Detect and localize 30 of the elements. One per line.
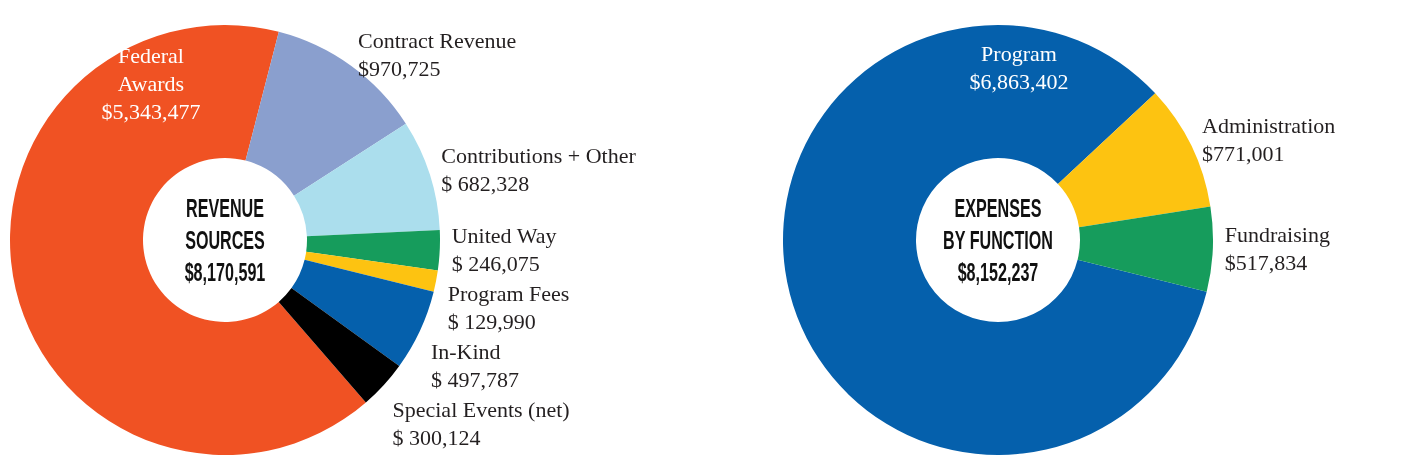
data-label: $ 497,787 xyxy=(430,366,519,392)
text: REVENUE SOURCES xyxy=(184,192,266,256)
data-label: $5,343,477 xyxy=(101,98,201,124)
slice-label: Program Fees xyxy=(447,280,570,306)
donut-slice xyxy=(278,288,400,403)
slice-label: Contributions + Other xyxy=(441,143,637,168)
donut-slice xyxy=(306,230,440,271)
data-label: $970,725 xyxy=(358,56,441,82)
data-label: $771,001 xyxy=(1202,140,1285,166)
slice-label: United Way xyxy=(451,222,557,248)
text: $8,170,591 xyxy=(183,256,267,288)
data-label: $517,834 xyxy=(1224,249,1308,275)
data-label: $ 246,075 xyxy=(451,250,540,276)
donut-slice xyxy=(291,259,434,366)
data-label: $ 129,990 xyxy=(447,308,536,334)
slice-label: Program xyxy=(981,41,1057,67)
text: EXPENSES BY FUNCTION xyxy=(942,192,1054,256)
data-label: $ 300,124 xyxy=(392,424,481,450)
data-label: $6,863,402 xyxy=(969,69,1069,95)
slice-label: In-Kind xyxy=(430,338,501,364)
donut-slice xyxy=(1077,206,1213,292)
slice-label: Fundraising xyxy=(1224,221,1330,247)
donut-slice xyxy=(293,123,440,237)
slice-label: Administration xyxy=(1202,112,1336,138)
donut-slice xyxy=(304,251,438,292)
slice-label: Special Events (net) xyxy=(392,396,570,422)
slice-label: Federal Awards xyxy=(117,42,185,96)
data-label: $ 682,328 xyxy=(441,171,530,196)
slice-label: Contract Revenue xyxy=(358,28,517,54)
text: $8,152,237 xyxy=(956,256,1040,288)
